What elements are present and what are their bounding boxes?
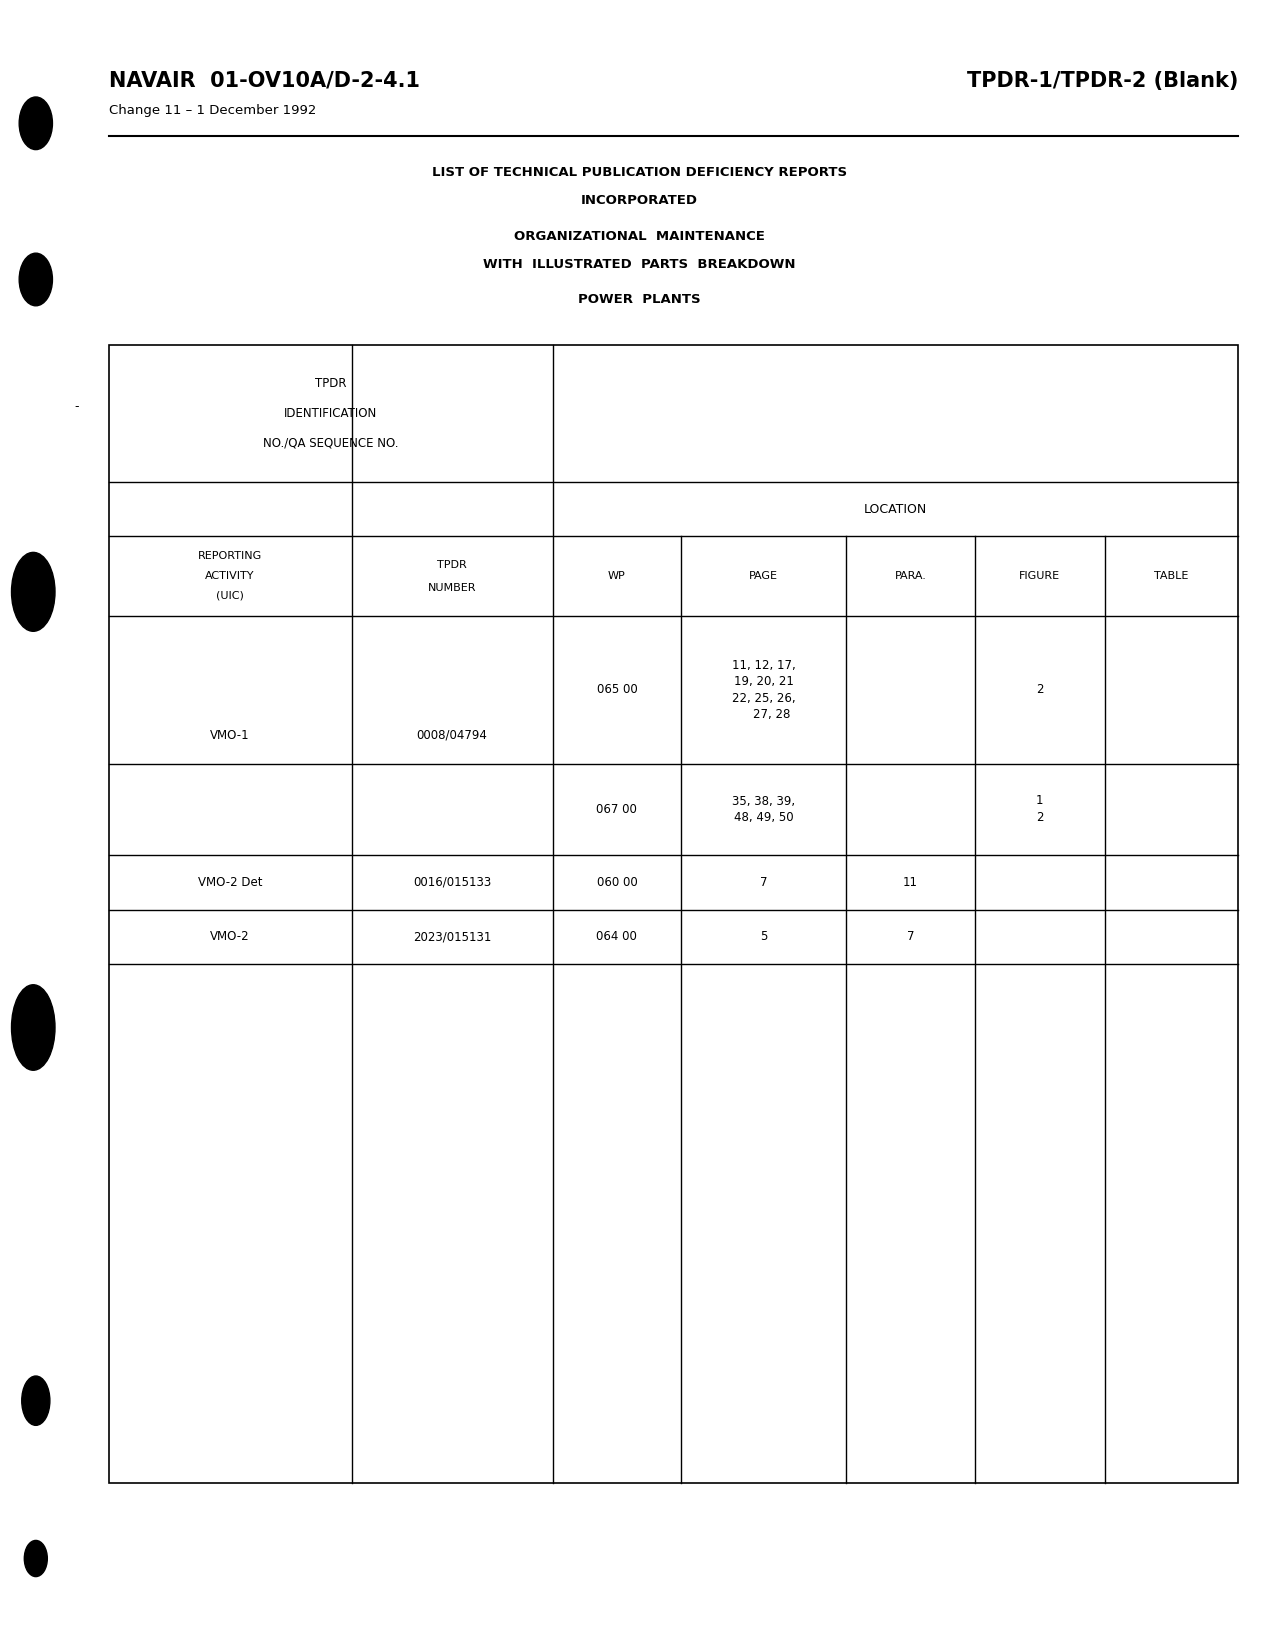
Text: 067 00: 067 00 bbox=[596, 802, 637, 815]
Text: LIST OF TECHNICAL PUBLICATION DEFICIENCY REPORTS: LIST OF TECHNICAL PUBLICATION DEFICIENCY… bbox=[432, 166, 847, 179]
Text: 064 00: 064 00 bbox=[596, 931, 637, 944]
Text: NAVAIR  01-OV10A/D-2-4.1: NAVAIR 01-OV10A/D-2-4.1 bbox=[109, 71, 420, 90]
Text: Change 11 – 1 December 1992: Change 11 – 1 December 1992 bbox=[109, 104, 316, 117]
Text: PARA.: PARA. bbox=[894, 570, 926, 582]
Text: VMO-2 Det: VMO-2 Det bbox=[198, 876, 262, 889]
Ellipse shape bbox=[19, 97, 52, 150]
Text: INCORPORATED: INCORPORATED bbox=[581, 194, 698, 207]
Text: LOCATION: LOCATION bbox=[863, 503, 927, 516]
Text: 11: 11 bbox=[903, 876, 918, 889]
Text: 5: 5 bbox=[760, 931, 767, 944]
Text: TPDR-1/TPDR-2 (Blank): TPDR-1/TPDR-2 (Blank) bbox=[967, 71, 1238, 90]
Text: -: - bbox=[74, 399, 79, 413]
Bar bbox=[109, 345, 1238, 1483]
Text: 2023/015131: 2023/015131 bbox=[413, 931, 491, 944]
Text: 0016/015133: 0016/015133 bbox=[413, 876, 491, 889]
Text: ORGANIZATIONAL  MAINTENANCE: ORGANIZATIONAL MAINTENANCE bbox=[514, 230, 765, 243]
Text: 35, 38, 39,
48, 49, 50: 35, 38, 39, 48, 49, 50 bbox=[732, 794, 796, 824]
Text: FIGURE: FIGURE bbox=[1019, 570, 1060, 582]
Ellipse shape bbox=[19, 253, 52, 306]
Text: ACTIVITY: ACTIVITY bbox=[206, 570, 255, 582]
Text: 7: 7 bbox=[907, 931, 914, 944]
Text: 0008/04794: 0008/04794 bbox=[417, 728, 487, 741]
Ellipse shape bbox=[22, 1376, 50, 1425]
Text: NO./QA SEQUENCE NO.: NO./QA SEQUENCE NO. bbox=[263, 437, 398, 449]
Text: TPDR: TPDR bbox=[437, 559, 467, 570]
Text: 065 00: 065 00 bbox=[596, 684, 637, 697]
Text: 1
2: 1 2 bbox=[1036, 794, 1044, 824]
Ellipse shape bbox=[12, 552, 55, 631]
Text: VMO-1: VMO-1 bbox=[210, 728, 249, 741]
Text: WP: WP bbox=[608, 570, 625, 582]
Text: (UIC): (UIC) bbox=[216, 590, 244, 602]
Text: WITH  ILLUSTRATED  PARTS  BREAKDOWN: WITH ILLUSTRATED PARTS BREAKDOWN bbox=[483, 258, 796, 271]
Text: TABLE: TABLE bbox=[1154, 570, 1188, 582]
Text: IDENTIFICATION: IDENTIFICATION bbox=[284, 408, 377, 419]
Text: 11, 12, 17,
19, 20, 21
22, 25, 26,
    27, 28: 11, 12, 17, 19, 20, 21 22, 25, 26, 27, 2… bbox=[732, 659, 796, 722]
Text: PAGE: PAGE bbox=[749, 570, 778, 582]
Text: VMO-2: VMO-2 bbox=[210, 931, 249, 944]
Ellipse shape bbox=[12, 985, 55, 1070]
Text: NUMBER: NUMBER bbox=[427, 582, 476, 593]
Text: 060 00: 060 00 bbox=[596, 876, 637, 889]
Text: REPORTING: REPORTING bbox=[198, 551, 262, 562]
Text: 2: 2 bbox=[1036, 684, 1044, 697]
Ellipse shape bbox=[24, 1540, 47, 1577]
Text: POWER  PLANTS: POWER PLANTS bbox=[578, 293, 701, 306]
Text: TPDR: TPDR bbox=[315, 378, 347, 390]
Text: 7: 7 bbox=[760, 876, 767, 889]
